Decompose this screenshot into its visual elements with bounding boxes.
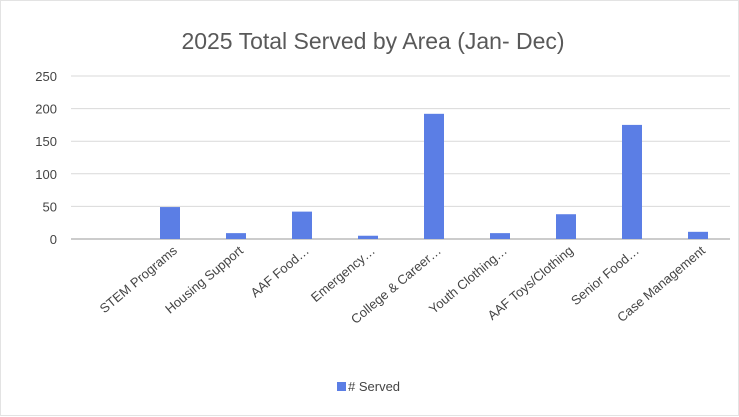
x-category-label: AAF Food…	[247, 243, 311, 300]
bar	[226, 233, 246, 239]
bar	[160, 207, 180, 239]
bars	[160, 113, 708, 239]
y-tick-label: 200	[35, 102, 57, 117]
legend-swatch	[337, 382, 346, 391]
y-tick-label: 250	[35, 69, 57, 84]
legend: # Served	[337, 379, 400, 394]
bar	[292, 211, 312, 239]
chart-title: 2025 Total Served by Area (Jan- Dec)	[181, 28, 564, 54]
bar	[490, 233, 510, 239]
y-tick-label: 100	[35, 167, 57, 182]
bar	[556, 214, 576, 239]
gridlines	[71, 75, 730, 240]
bar	[622, 124, 642, 239]
bar	[688, 231, 708, 239]
y-tick-label: 50	[43, 199, 57, 214]
y-tick-label: 150	[35, 134, 57, 149]
legend-label: # Served	[348, 379, 400, 394]
bar	[358, 235, 378, 239]
bar	[424, 113, 444, 239]
x-category-label: Emergency…	[308, 243, 378, 305]
y-tick-label: 0	[50, 232, 57, 247]
y-axis-tick-labels: 0 50 100 150 200 250	[35, 69, 57, 247]
